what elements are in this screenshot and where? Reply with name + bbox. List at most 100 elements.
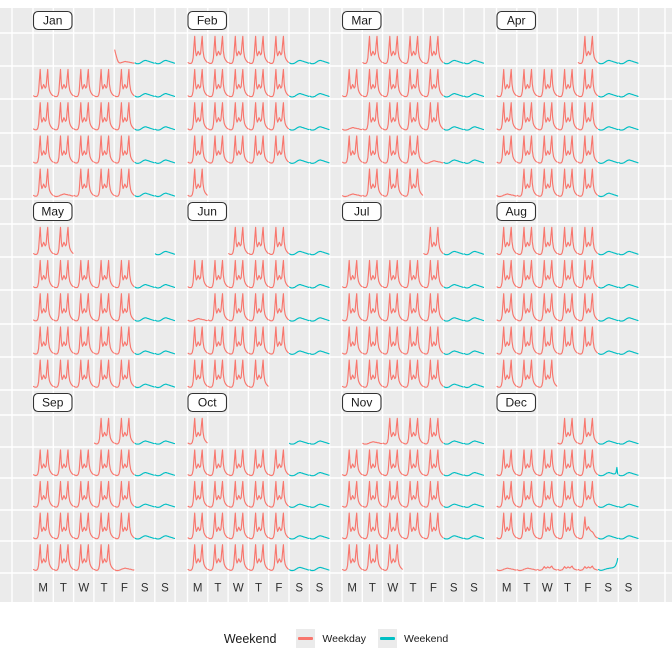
day-curve-weekday bbox=[516, 102, 538, 131]
month-facet-aug: Aug bbox=[496, 201, 639, 388]
day-curve-weekday bbox=[187, 168, 208, 197]
day-curve-weekend bbox=[154, 59, 176, 65]
day-curve-weekend bbox=[443, 317, 464, 322]
day-curve-weekday bbox=[114, 259, 135, 289]
day-curve-weekday bbox=[577, 516, 598, 540]
weekday-line-icon bbox=[298, 637, 314, 640]
day-curve-weekend bbox=[134, 383, 155, 389]
day-curve-weekday bbox=[33, 512, 54, 540]
day-curve-weekend bbox=[598, 466, 619, 477]
day-curve-weekday bbox=[496, 449, 517, 477]
day-curve-weekday bbox=[382, 135, 403, 164]
day-curve-weekday bbox=[228, 544, 249, 571]
day-curve-weekday bbox=[93, 480, 115, 508]
day-curve-weekday bbox=[342, 193, 363, 198]
weekday-axis-label: T bbox=[60, 583, 67, 595]
day-curve-weekend bbox=[463, 472, 485, 477]
day-curve-weekend bbox=[154, 350, 176, 355]
day-curve-weekday bbox=[362, 449, 383, 477]
day-curve-weekend bbox=[463, 350, 485, 355]
day-curve-weekday bbox=[577, 326, 598, 355]
day-curve-weekend bbox=[463, 503, 485, 508]
day-curve-weekend bbox=[598, 503, 619, 508]
day-curve-weekday bbox=[268, 35, 289, 64]
day-curve-weekday bbox=[187, 318, 208, 322]
day-curve-weekday bbox=[93, 68, 115, 98]
legend-item-weekday: Weekday bbox=[296, 629, 366, 648]
day-curve-weekday bbox=[114, 567, 135, 572]
day-curve-weekday bbox=[537, 135, 558, 164]
day-curve-weekday bbox=[114, 168, 135, 197]
day-curve-weekday bbox=[557, 259, 578, 289]
day-curve-weekday bbox=[537, 565, 558, 571]
day-curve-weekend bbox=[463, 59, 485, 65]
day-curve-weekend bbox=[309, 126, 330, 131]
day-curve-weekday bbox=[248, 226, 269, 255]
day-curve-weekend bbox=[289, 566, 310, 572]
weekday-axis-label: T bbox=[255, 583, 262, 595]
day-curve-weekend bbox=[598, 159, 619, 164]
day-curve-weekday bbox=[207, 544, 229, 571]
day-curve-weekday bbox=[228, 102, 249, 131]
day-curve-weekend bbox=[463, 93, 485, 98]
day-curve-weekday bbox=[248, 544, 269, 571]
day-curve-weekday bbox=[577, 68, 598, 98]
day-curve-weekday bbox=[248, 35, 269, 64]
weekday-axis-label: M bbox=[347, 583, 357, 595]
day-curve-weekday bbox=[114, 449, 135, 477]
day-curve-weekday bbox=[423, 293, 444, 322]
month-label-box bbox=[32, 392, 73, 413]
day-curve-weekend bbox=[618, 284, 639, 289]
day-curve-weekday bbox=[423, 226, 444, 255]
day-curve-weekday bbox=[248, 449, 269, 477]
month-label-box bbox=[341, 201, 382, 222]
day-curve-weekday bbox=[187, 35, 208, 64]
day-curve-weekend bbox=[463, 250, 485, 256]
weekday-axis-label: F bbox=[121, 583, 128, 595]
day-curve-weekday bbox=[362, 68, 383, 98]
day-curve-weekday bbox=[53, 359, 74, 388]
day-curve-weekday bbox=[268, 68, 289, 98]
day-curve-weekend bbox=[289, 59, 310, 65]
day-curve-weekend bbox=[598, 126, 619, 131]
day-curve-weekday bbox=[342, 326, 363, 355]
day-curve-weekday bbox=[423, 512, 444, 540]
month-label: Nov bbox=[351, 396, 372, 410]
day-curve-weekday bbox=[53, 326, 74, 355]
month-label: Mar bbox=[351, 14, 372, 28]
day-curve-weekend bbox=[598, 250, 619, 256]
month-facet-sep: Sep bbox=[32, 392, 176, 572]
weekday-axis-label: S bbox=[316, 583, 324, 595]
day-curve-weekend bbox=[443, 250, 464, 256]
day-curve-weekend bbox=[463, 383, 485, 389]
day-curve-weekday bbox=[402, 102, 424, 131]
day-curve-weekday bbox=[577, 226, 598, 255]
weekday-axis-label: F bbox=[275, 583, 282, 595]
day-curve-weekday bbox=[73, 480, 94, 508]
day-curve-weekday bbox=[207, 326, 229, 355]
day-curve-weekday bbox=[53, 135, 74, 164]
day-curve-weekend bbox=[134, 535, 155, 540]
month-label-box bbox=[32, 10, 73, 31]
day-curve-weekday bbox=[228, 68, 249, 98]
day-curve-weekday bbox=[496, 359, 517, 388]
day-curve-weekend bbox=[618, 472, 639, 477]
day-curve-weekday bbox=[577, 168, 598, 197]
weekend-line-icon bbox=[380, 637, 395, 640]
day-curve-weekday bbox=[93, 417, 115, 445]
day-curve-weekday bbox=[362, 441, 383, 445]
day-curve-weekend bbox=[443, 350, 464, 355]
day-curve-weekend bbox=[289, 93, 310, 98]
day-curve-weekend bbox=[443, 59, 464, 65]
day-curve-weekend bbox=[463, 159, 485, 164]
day-curve-weekday bbox=[342, 449, 363, 477]
day-curve-weekend bbox=[443, 535, 464, 540]
weekday-axis-label: M bbox=[193, 583, 203, 595]
day-curve-weekday bbox=[268, 259, 289, 289]
month-label: Apr bbox=[507, 14, 526, 28]
legend-title: Weekend bbox=[223, 631, 277, 646]
day-curve-weekday bbox=[557, 226, 578, 255]
day-curve-weekday bbox=[557, 102, 578, 131]
day-curve-weekday bbox=[577, 480, 598, 508]
